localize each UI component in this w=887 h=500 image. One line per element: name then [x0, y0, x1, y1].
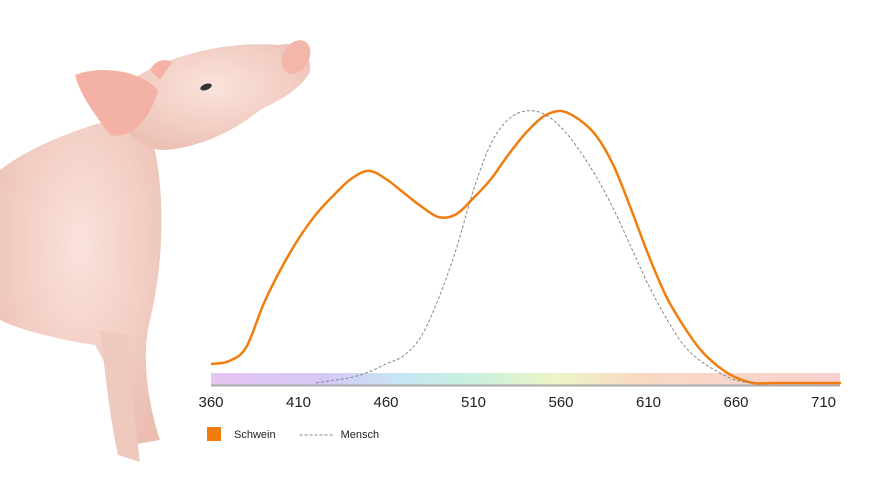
x-tick-label: 510 — [461, 394, 486, 411]
legend-swatch — [207, 427, 221, 441]
legend-label: Schwein — [234, 429, 276, 441]
x-tick-label: 660 — [723, 394, 748, 411]
series-line — [315, 110, 754, 384]
x-tick-label: 610 — [636, 394, 661, 411]
x-tick-label: 460 — [373, 394, 398, 411]
pig-illustration — [0, 40, 311, 462]
legend-label: Mensch — [341, 429, 380, 441]
x-tick-label: 410 — [286, 394, 311, 411]
x-tick-label: 360 — [198, 394, 223, 411]
spectrum-band — [211, 373, 840, 385]
series-line — [210, 109, 841, 385]
x-tick-label: 560 — [548, 394, 573, 411]
x-tick-label: 710 — [811, 394, 836, 411]
